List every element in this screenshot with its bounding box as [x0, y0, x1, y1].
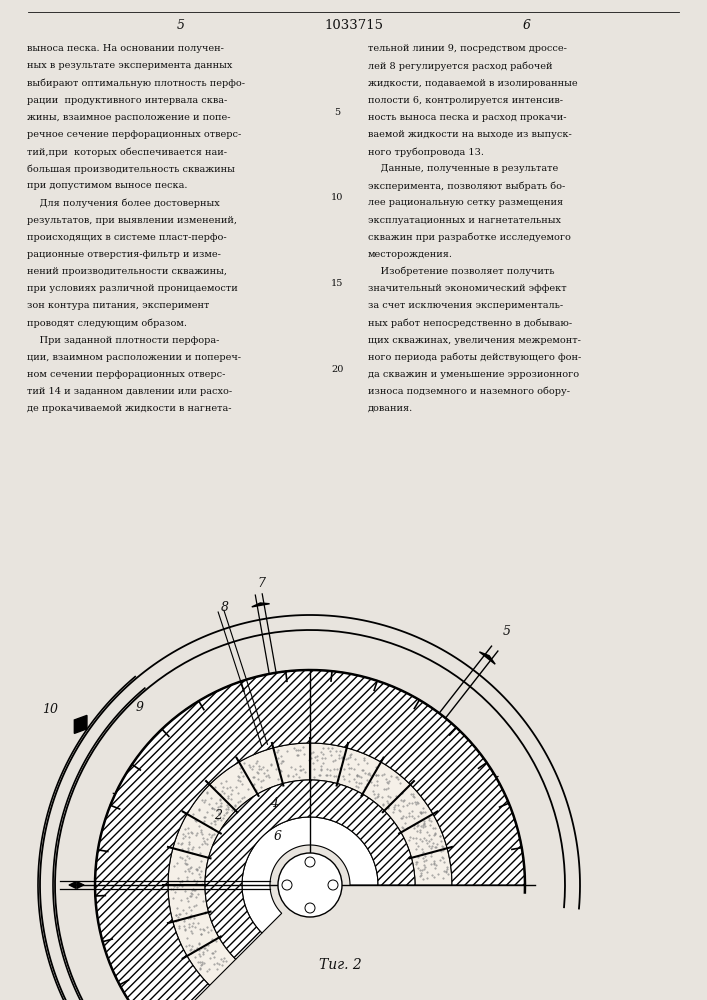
Text: Данные, полученные в результате: Данные, полученные в результате — [368, 164, 558, 173]
Text: 8: 8 — [221, 601, 228, 614]
Text: рации  продуктивного интервала сква-: рации продуктивного интервала сква- — [27, 96, 227, 105]
Text: де прокачиваемой жидкости в нагнета-: де прокачиваемой жидкости в нагнета- — [27, 404, 231, 413]
Text: 10: 10 — [42, 703, 59, 716]
Text: ных работ непосредственно в добываю-: ных работ непосредственно в добываю- — [368, 318, 572, 328]
Text: ции, взаимном расположении и попереч-: ции, взаимном расположении и попереч- — [27, 353, 241, 362]
Text: 5: 5 — [176, 19, 185, 32]
Text: ность выноса песка и расход прокачи-: ность выноса песка и расход прокачи- — [368, 113, 566, 122]
Text: лее рациональную сетку размещения: лее рациональную сетку размещения — [368, 198, 563, 207]
Text: при условиях различной проницаемости: при условиях различной проницаемости — [27, 284, 238, 293]
Circle shape — [282, 880, 292, 890]
Text: при допустимом выносе песка.: при допустимом выносе песка. — [27, 181, 187, 190]
Text: зон контура питания, эксперимент: зон контура питания, эксперимент — [27, 301, 209, 310]
Text: речное сечение перфорационных отверс-: речное сечение перфорационных отверс- — [27, 130, 241, 139]
Text: выбирают оптимальную плотность перфо-: выбирают оптимальную плотность перфо- — [27, 79, 245, 88]
Polygon shape — [479, 652, 495, 664]
Text: Изобретение позволяет получить: Изобретение позволяет получить — [368, 267, 554, 276]
Text: результатов, при выявлении изменений,: результатов, при выявлении изменений, — [27, 216, 237, 225]
Polygon shape — [95, 670, 525, 1000]
Text: 4: 4 — [271, 797, 279, 810]
Text: 2: 2 — [214, 809, 222, 822]
Text: скважин при разработке исследуемого: скважин при разработке исследуемого — [368, 233, 571, 242]
Text: тельной линии 9, посредством дроссе-: тельной линии 9, посредством дроссе- — [368, 44, 566, 53]
Text: тий 14 и заданном давлении или расхо-: тий 14 и заданном давлении или расхо- — [27, 387, 232, 396]
Text: большая производительность скважины: большая производительность скважины — [27, 164, 235, 174]
Text: да скважин и уменьшение эррозионного: да скважин и уменьшение эррозионного — [368, 370, 579, 379]
Polygon shape — [242, 817, 378, 933]
Text: дования.: дования. — [368, 404, 413, 413]
Text: происходящих в системе пласт-перфо-: происходящих в системе пласт-перфо- — [27, 233, 226, 242]
Polygon shape — [252, 603, 269, 607]
Text: полости 6, контролируется интенсив-: полости 6, контролируется интенсив- — [368, 96, 563, 105]
Polygon shape — [168, 743, 452, 985]
Text: рационные отверстия-фильтр и изме-: рационные отверстия-фильтр и изме- — [27, 250, 221, 259]
Text: эксперимента, позволяют выбрать бо-: эксперимента, позволяют выбрать бо- — [368, 181, 565, 191]
Text: проводят следующим образом.: проводят следующим образом. — [27, 318, 187, 328]
Polygon shape — [205, 780, 415, 959]
Text: 5: 5 — [334, 108, 340, 117]
Text: При заданной плотности перфора-: При заданной плотности перфора- — [27, 336, 219, 345]
Circle shape — [305, 857, 315, 867]
Text: 5: 5 — [503, 625, 511, 638]
Text: 20: 20 — [331, 365, 344, 374]
Text: жины, взаимное расположение и попе-: жины, взаимное расположение и попе- — [27, 113, 230, 122]
Text: выноса песка. На основании получен-: выноса песка. На основании получен- — [27, 44, 223, 53]
Text: 1033715: 1033715 — [324, 19, 383, 32]
Text: щих скважинах, увеличения межремонт-: щих скважинах, увеличения межремонт- — [368, 336, 580, 345]
Text: 6: 6 — [274, 830, 282, 843]
Circle shape — [278, 853, 342, 917]
Text: 6: 6 — [522, 19, 531, 32]
Text: жидкости, подаваемой в изолированные: жидкости, подаваемой в изолированные — [368, 79, 577, 88]
Text: эксплуатационных и нагнетательных: эксплуатационных и нагнетательных — [368, 216, 561, 225]
Text: значительный экономический эффект: значительный экономический эффект — [368, 284, 566, 293]
Text: ваемой жидкости на выходе из выпуск-: ваемой жидкости на выходе из выпуск- — [368, 130, 571, 139]
Circle shape — [305, 903, 315, 913]
Circle shape — [328, 880, 338, 890]
Polygon shape — [74, 715, 87, 733]
Text: 15: 15 — [331, 279, 344, 288]
Text: месторождения.: месторождения. — [368, 250, 452, 259]
Text: 10: 10 — [331, 193, 344, 202]
Text: ного периода работы действующего фон-: ного периода работы действующего фон- — [368, 353, 581, 362]
Text: тий,при  которых обеспечивается наи-: тий,при которых обеспечивается наи- — [27, 147, 227, 157]
Text: лей 8 регулируется расход рабочей: лей 8 регулируется расход рабочей — [368, 61, 552, 71]
Text: ного трубопровода 13.: ного трубопровода 13. — [368, 147, 484, 157]
Text: Τиг. 2: Τиг. 2 — [319, 958, 361, 972]
Text: износа подземного и наземного обору-: износа подземного и наземного обору- — [368, 387, 570, 396]
Text: 9: 9 — [136, 701, 144, 714]
Text: ном сечении перфорационных отверс-: ном сечении перфорационных отверс- — [27, 370, 226, 379]
Text: за счет исключения эксперименталь-: за счет исключения эксперименталь- — [368, 301, 563, 310]
Text: нений производительности скважины,: нений производительности скважины, — [27, 267, 227, 276]
Text: Для получения более достоверных: Для получения более достоверных — [27, 198, 220, 208]
Text: 7: 7 — [257, 577, 266, 590]
Text: ных в результате эксперимента данных: ных в результате эксперимента данных — [27, 61, 232, 70]
